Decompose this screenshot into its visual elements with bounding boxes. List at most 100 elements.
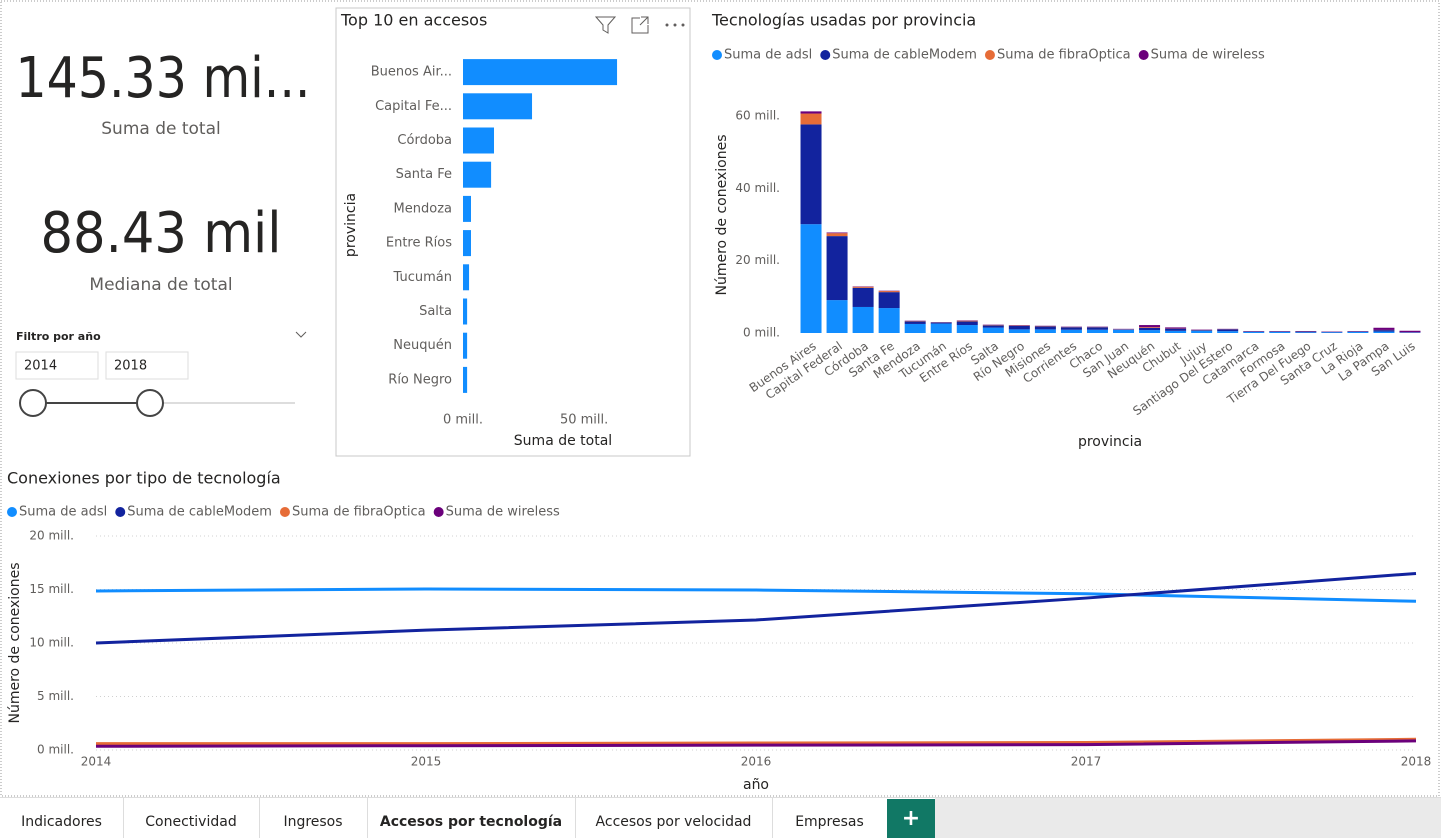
bar-segment (1243, 331, 1265, 333)
x-axis-title: Suma de total (514, 433, 612, 449)
bar-segment (1139, 330, 1161, 333)
y-tick-label: Salta (419, 304, 452, 319)
bar-segment (904, 323, 926, 333)
bar-segment (1191, 330, 1213, 333)
y-tick-label: 10 mill. (29, 636, 74, 650)
bar-segment (852, 287, 874, 307)
bar-segment (1217, 331, 1239, 333)
bar-segment (800, 124, 822, 225)
legend-marker (712, 50, 722, 60)
chart-title: Top 10 en accesos (340, 11, 487, 30)
x-tick-label: 2015 (411, 755, 442, 769)
tab-label: Indicadores (21, 814, 102, 830)
tab-label: Conectividad (145, 814, 236, 830)
y-tick-label: 0 mill. (743, 326, 780, 340)
chart-title: Tecnologías usadas por provincia (711, 11, 976, 30)
legend-marker (115, 507, 126, 517)
bar-segment (878, 292, 900, 309)
x-tick-label: 0 mill. (443, 413, 483, 428)
focus-icon[interactable] (631, 16, 649, 34)
y-tick-label: 5 mill. (37, 689, 74, 703)
line (95, 571, 1417, 645)
bar (463, 93, 533, 120)
legend-marker (820, 50, 831, 60)
visual-border (335, 7, 691, 457)
legend-label: Suma de adsl (19, 505, 107, 520)
tab-label: Empresas (795, 814, 864, 830)
bar-segment (800, 224, 822, 333)
add-tab-label: + (902, 806, 920, 831)
legend-label: Suma de adsl (724, 48, 812, 63)
bar-segment (1008, 325, 1030, 330)
legend-marker (279, 507, 290, 517)
tab-label: Accesos por velocidad (596, 814, 752, 830)
bar (463, 298, 468, 325)
bar (463, 230, 471, 257)
x-axis-title: provincia (1078, 434, 1142, 450)
bar-segment (982, 325, 1004, 328)
y-tick-label: Santa Fe (396, 167, 452, 182)
bar (463, 264, 470, 291)
y-tick-label: 20 mill. (735, 253, 780, 267)
slider-thumb[interactable] (19, 389, 47, 417)
bar-segment (852, 286, 874, 288)
slicer-from: 2014 (24, 359, 57, 374)
bar-segment (1191, 330, 1213, 331)
bar-segment (1060, 329, 1082, 333)
legend-label: Suma de fibraOptica (292, 505, 426, 520)
bar-segment (1217, 329, 1239, 332)
bar-segment (826, 236, 848, 301)
bar-segment (982, 327, 1004, 333)
slicer-title: Filtro por año (16, 330, 101, 343)
legend-label: Suma de cableModem (832, 48, 977, 63)
card-value: 88.43 mil (41, 201, 282, 266)
dot (665, 23, 669, 27)
bar-segment (1373, 331, 1395, 333)
x-tick-label: 2016 (741, 755, 772, 769)
y-tick-label: 20 mill. (29, 529, 74, 543)
bar-segment (1165, 330, 1187, 333)
legend-marker (433, 507, 444, 517)
bar (463, 59, 618, 86)
card-label: Mediana de total (89, 275, 232, 295)
slicer-input[interactable] (105, 351, 189, 380)
bar-segment (1086, 327, 1108, 330)
bar-segment (826, 232, 848, 234)
tab-label: Ingresos (283, 814, 342, 830)
y-tick-label: Mendoza (394, 201, 452, 216)
slicer-chevron[interactable] (295, 331, 307, 338)
bar-segment (878, 308, 900, 333)
y-tick-label: Entre Ríos (386, 236, 452, 251)
filter-icon[interactable] (594, 16, 617, 34)
legend-marker (1138, 50, 1149, 60)
slider-thumb[interactable] (136, 389, 164, 417)
bar-segment (1321, 332, 1343, 333)
line (96, 737, 1417, 746)
x-axis-title: año (743, 777, 769, 793)
bar-segment (930, 323, 952, 333)
bar-segment (852, 306, 874, 333)
card-label: Suma de total (101, 119, 220, 139)
slicer-input[interactable] (15, 351, 99, 380)
legend-marker (7, 507, 17, 517)
bar-segment (1373, 330, 1395, 332)
y-tick-label: Río Negro (388, 372, 452, 387)
card-value: 145.33 mi... (16, 46, 311, 111)
more-options[interactable] (665, 23, 685, 27)
line (95, 739, 1417, 748)
bar-segment (800, 113, 822, 125)
y-tick-label: 0 mill. (37, 743, 74, 757)
bar (463, 161, 492, 188)
bar (463, 366, 468, 393)
bar (463, 195, 471, 222)
add-tab[interactable] (887, 799, 935, 838)
bar-segment (1269, 331, 1291, 333)
dot (681, 23, 685, 27)
bar-segment (800, 111, 822, 114)
bar-segment (956, 320, 978, 322)
y-tick-label: 40 mill. (735, 181, 780, 195)
bar-segment (1295, 331, 1317, 333)
legend-label: Suma de fibraOptica (997, 48, 1131, 63)
